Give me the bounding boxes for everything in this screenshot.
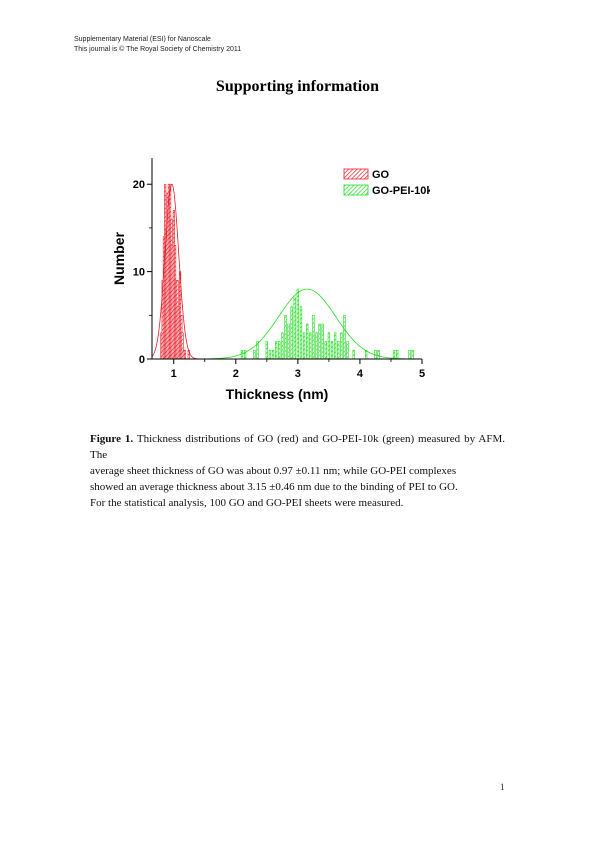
histogram-bar: [253, 349, 256, 360]
fit-curve-go: [151, 183, 200, 360]
caption-line-3: showed an average thickness about 3.15 ±…: [90, 481, 458, 493]
histogram-bar: [299, 306, 303, 360]
y-tick-label: 10: [133, 267, 145, 279]
histogram-bar: [265, 341, 268, 360]
histogram-bar: [296, 288, 300, 360]
journal-header: Supplementary Material (ESI) for Nanosca…: [74, 35, 241, 55]
histogram-bar: [324, 341, 327, 360]
legend-label-go-pei: GO-PEI-10k: [372, 185, 430, 197]
legend-label-go: GO: [372, 169, 390, 181]
histogram-bar: [293, 297, 296, 360]
histogram-bar: [408, 349, 411, 360]
histogram-bar: [284, 315, 287, 360]
x-tick-label: 2: [233, 368, 239, 380]
histogram-bar: [309, 332, 312, 360]
y-tick-label: 20: [133, 179, 145, 191]
x-tick-label: 5: [419, 368, 425, 380]
histogram-bar: [268, 349, 272, 360]
histogram-bar: [327, 332, 331, 360]
x-tick-label: 1: [171, 368, 177, 380]
x-tick-label: 3: [295, 368, 301, 380]
y-axis-label: Number: [111, 232, 127, 285]
histogram-bar: [352, 349, 355, 360]
histogram-bar: [337, 341, 340, 360]
histogram-bar: [377, 349, 380, 360]
caption-line-4: For the statistical analysis, 100 GO and…: [90, 497, 404, 509]
histogram-bar: [315, 332, 318, 360]
histogram-bar: [281, 332, 284, 360]
histogram-bar: [343, 315, 346, 360]
histogram-bar: [346, 341, 349, 360]
histogram-bar: [290, 306, 293, 360]
histogram-bar: [396, 349, 399, 360]
page-number: 1: [500, 782, 505, 792]
histogram-bar: [321, 323, 324, 360]
histogram-bar: [306, 323, 309, 360]
x-axis-label: Thickness (nm): [226, 386, 329, 402]
histogram-bar: [411, 349, 414, 360]
header-line-2: This journal is © The Royal Society of C…: [74, 46, 242, 53]
figure-caption: Figure 1. Thickness distributions of GO …: [90, 431, 505, 511]
caption-line-1: Thickness distributions of GO (red) and …: [90, 433, 505, 461]
histogram-bar: [364, 349, 368, 360]
histogram-bar: [330, 341, 334, 360]
histogram-bar: [243, 349, 247, 360]
histogram-bar: [274, 341, 278, 360]
histogram-bar: [312, 315, 315, 360]
caption-label: Figure 1.: [90, 433, 134, 445]
page-title: Supporting information: [215, 78, 380, 95]
histogram-bar: [333, 332, 337, 360]
histogram-bar: [318, 323, 321, 360]
header-line-1: Supplementary Material (ESI) for Nanosca…: [74, 36, 211, 43]
x-tick-label: 4: [357, 368, 364, 380]
histogram-bar: [183, 349, 187, 360]
legend-swatch-go: [343, 168, 369, 180]
histogram-bar: [340, 332, 343, 360]
histogram-bar: [271, 349, 275, 360]
thickness-histogram-chart: 1 2 3 4 5 0 10 20 Thickness (nm) Number GO GO-PEI-…: [111, 158, 430, 402]
histogram-bar: [302, 332, 306, 360]
fit-curve-go-pei: [192, 288, 422, 360]
histogram-bar: [287, 323, 290, 360]
histogram-bar: [278, 341, 281, 360]
histogram-bar: [240, 349, 244, 360]
legend-swatch-go-pei: [343, 184, 369, 196]
histogram-bar: [392, 349, 396, 360]
caption-line-2: average sheet thickness of GO was about …: [90, 465, 457, 477]
y-tick-label: 0: [139, 354, 145, 366]
